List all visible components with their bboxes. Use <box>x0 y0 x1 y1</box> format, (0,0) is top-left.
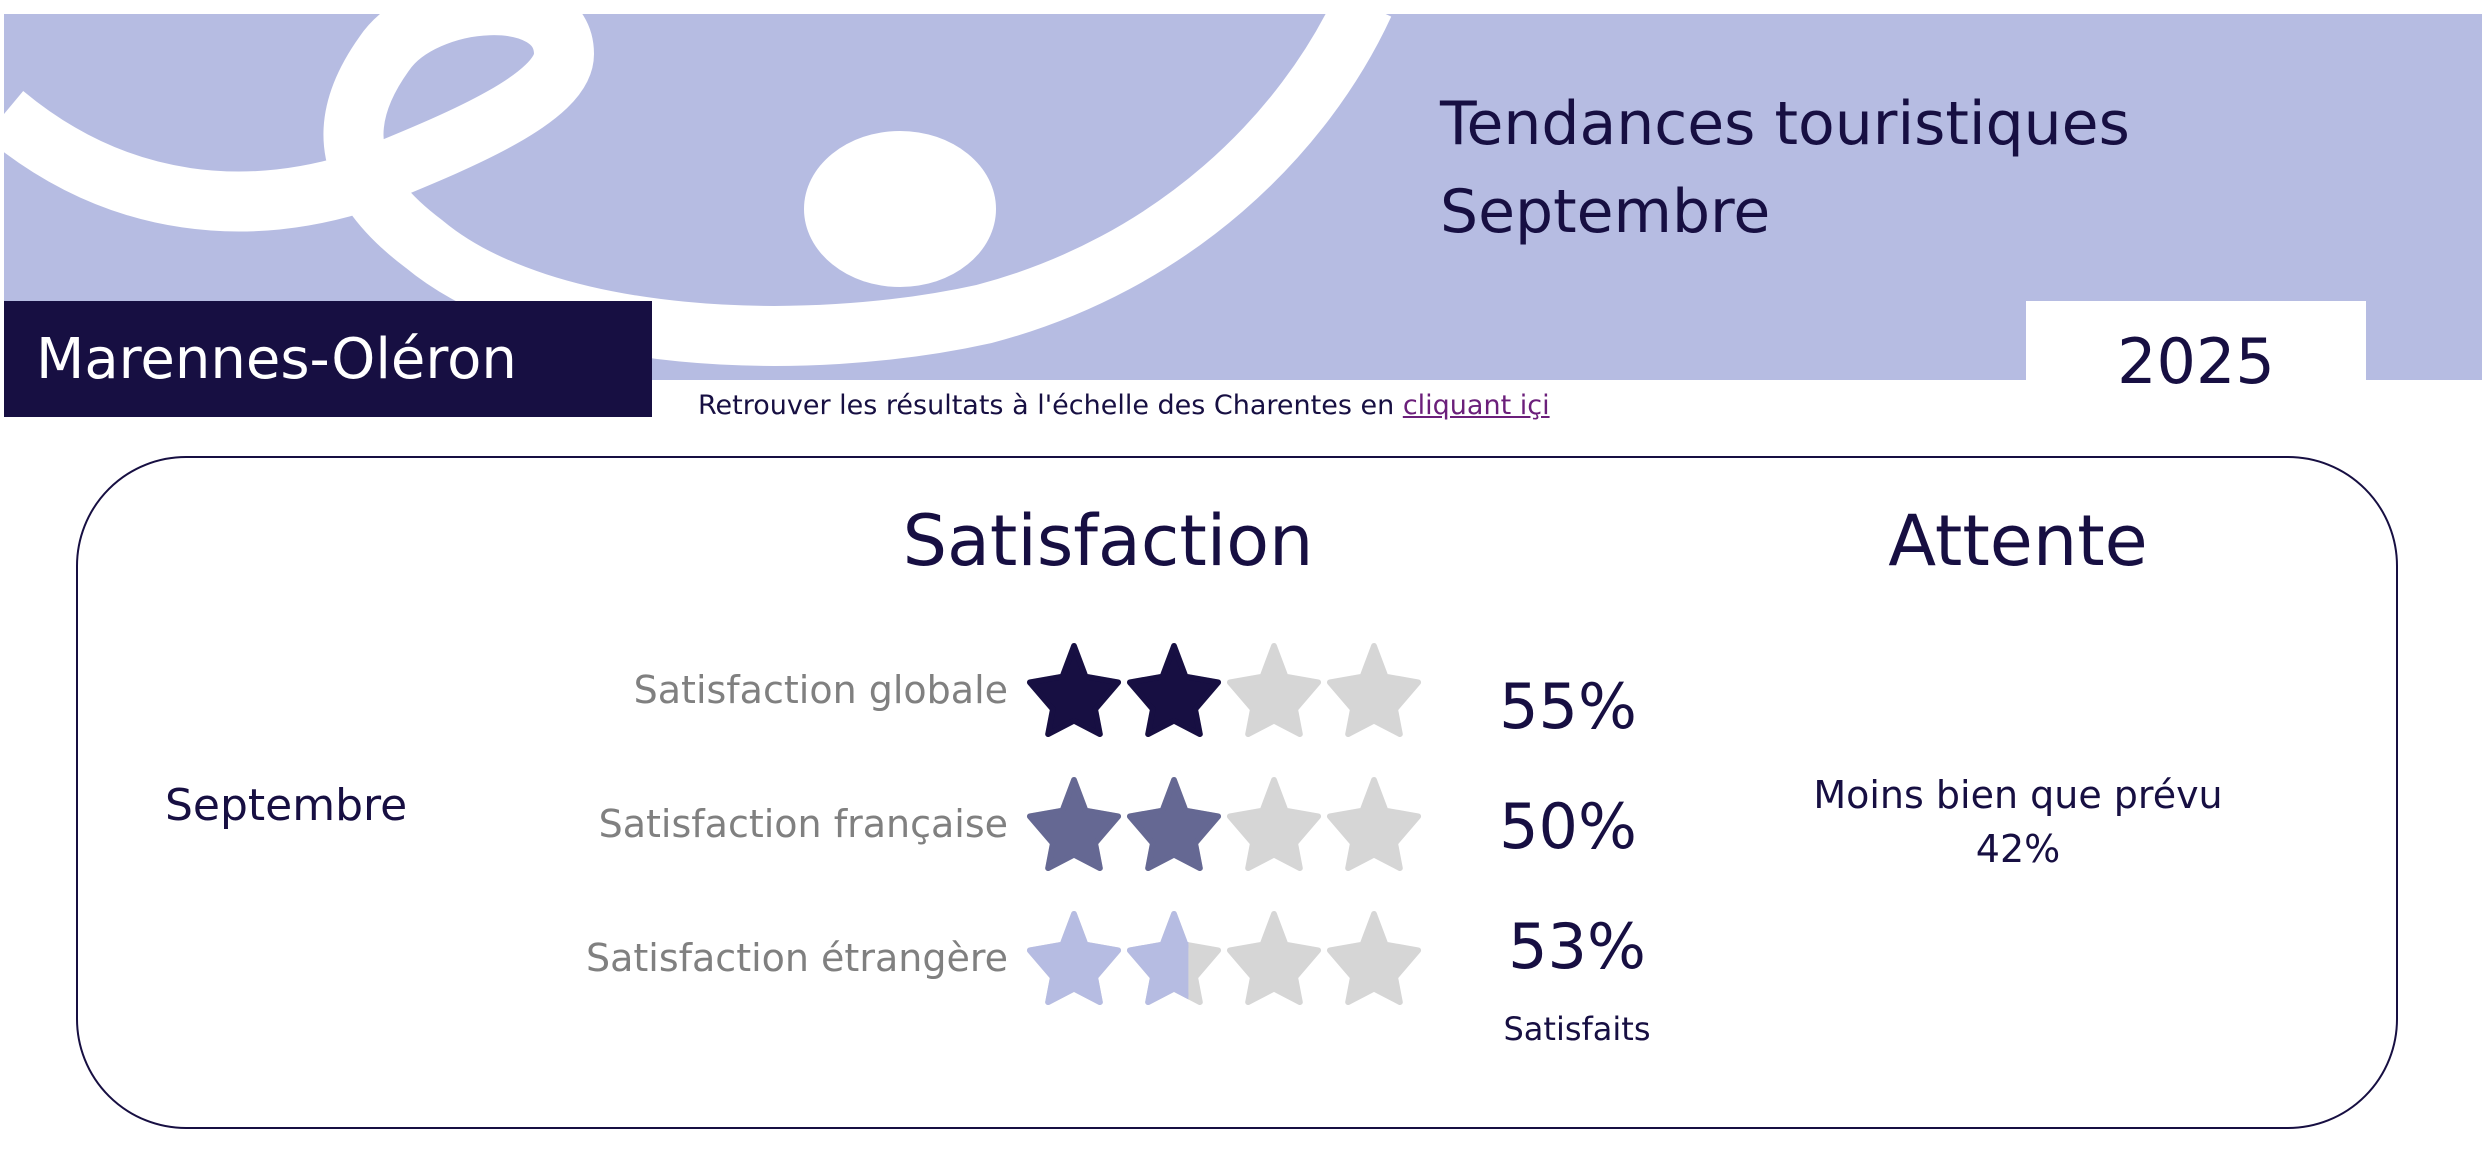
link-prefix: Retrouver les résultats à l'échelle des … <box>698 390 1403 421</box>
star-icon <box>1326 910 1422 1006</box>
title-line-2: Septembre <box>1440 177 1771 247</box>
decorative-curves <box>4 14 1392 366</box>
year-box <box>2026 301 2366 401</box>
star-icon <box>1126 776 1222 872</box>
star-icon <box>1126 642 1222 738</box>
charentes-link[interactable]: cliquant içi <box>1402 390 1550 421</box>
title-line-1: Tendances touristiques <box>1440 89 2130 159</box>
star-icon <box>1026 776 1122 872</box>
satisfaits-label: Satisfaits <box>1503 1010 1651 1048</box>
attente-percent: 42% <box>1975 827 2061 871</box>
attente-text: Moins bien que prévu <box>1813 773 2223 817</box>
year: 2025 <box>2117 325 2275 398</box>
star-icon <box>1026 910 1122 1006</box>
percent-globale: 55% <box>1499 670 1637 743</box>
percent-etrangere: 53% <box>1508 910 1646 983</box>
row-label-globale: Satisfaction globale <box>633 668 1008 712</box>
star-icon <box>1126 910 1222 1006</box>
star-icon <box>1226 910 1322 1006</box>
star-icon <box>1226 642 1322 738</box>
star-rating-francaise <box>1026 776 1422 872</box>
month-label: Septembre <box>165 780 408 831</box>
row-label-etrangere: Satisfaction étrangère <box>585 936 1008 980</box>
attente-result: Moins bien que prévu 42% <box>1813 768 2222 876</box>
star-icon <box>1326 642 1422 738</box>
row-label-francaise: Satisfaction française <box>598 802 1008 846</box>
star-icon <box>1226 776 1322 872</box>
attente-heading: Attente <box>1888 500 2148 582</box>
star-icon <box>1326 776 1422 872</box>
results-card <box>76 456 2398 1129</box>
star-icon <box>1026 642 1122 738</box>
page-title: Tendances touristiques Septembre <box>1440 80 2130 256</box>
star-rating-etrangere <box>1026 910 1422 1006</box>
star-rating-globale <box>1026 642 1422 738</box>
satisfaction-heading: Satisfaction <box>902 500 1314 582</box>
charentes-link-line: Retrouver les résultats à l'échelle des … <box>698 390 1550 421</box>
region-name: Marennes-Oléron <box>4 301 652 417</box>
percent-francaise: 50% <box>1499 790 1637 863</box>
